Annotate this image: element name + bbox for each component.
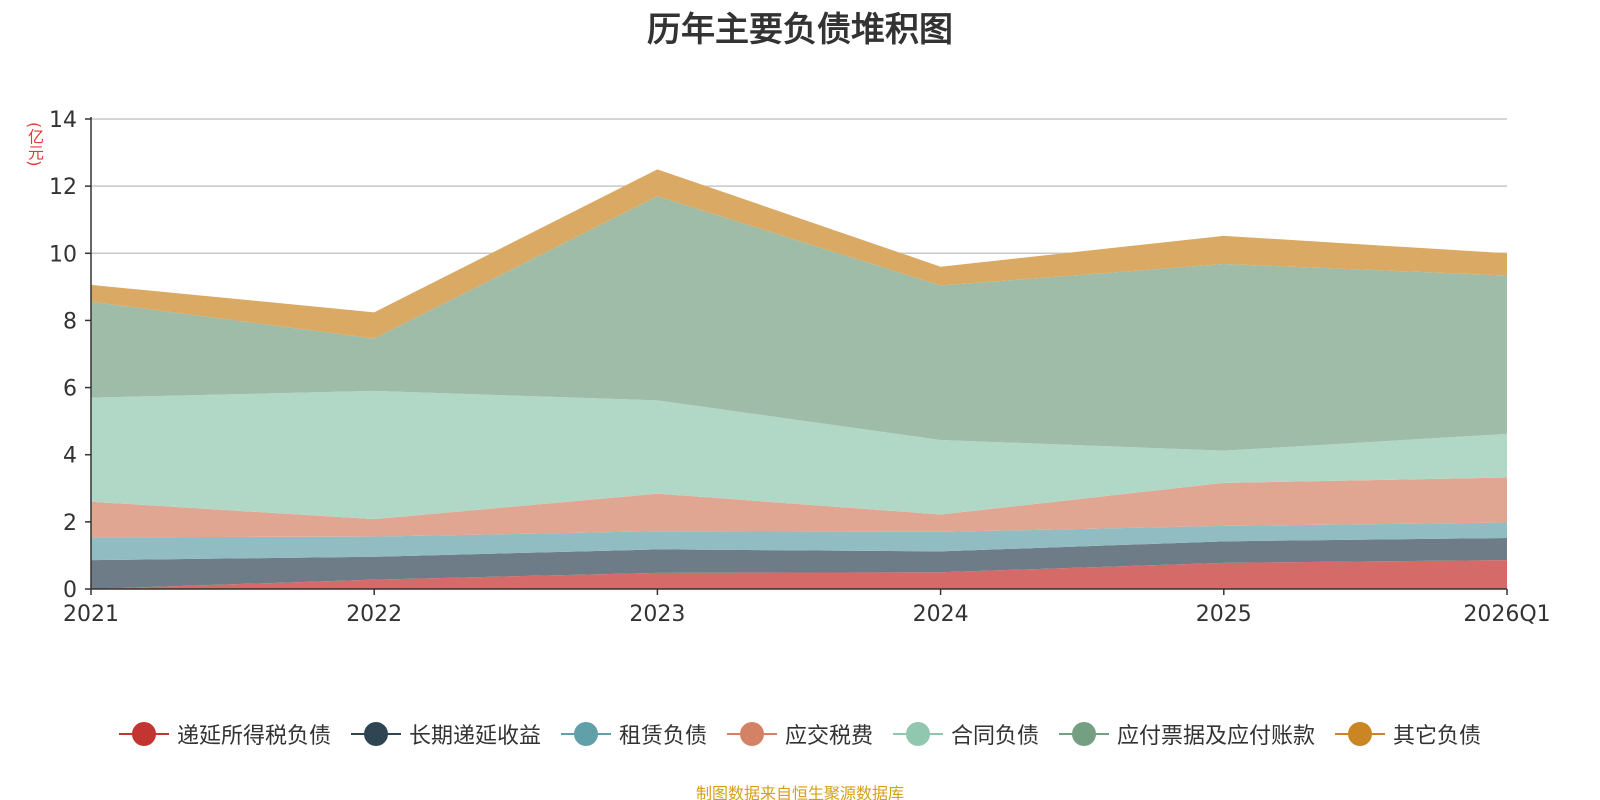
x-tick-label: 2024 bbox=[913, 602, 969, 627]
y-tick-label: 8 bbox=[63, 309, 77, 334]
legend-label: 合同负债 bbox=[951, 724, 1040, 749]
area-series-5 bbox=[91, 196, 1507, 451]
legend-item-6[interactable]: 其它负债 bbox=[1335, 718, 1481, 750]
legend-item-2[interactable]: 租赁负债 bbox=[560, 718, 707, 750]
legend-marker-icon bbox=[893, 721, 943, 747]
x-tick-label: 2022 bbox=[346, 602, 402, 627]
legend-label: 应交税费 bbox=[784, 724, 873, 749]
area-series-2 bbox=[91, 522, 1507, 561]
x-tick-label: 2025 bbox=[1196, 602, 1252, 627]
y-tick-label: 6 bbox=[63, 377, 77, 402]
source-note: 制图数据来自恒生聚源数据库 bbox=[695, 784, 904, 800]
area-series-4 bbox=[91, 390, 1507, 520]
x-tick-label: 2026Q1 bbox=[1463, 602, 1550, 627]
legend-marker-icon bbox=[726, 721, 777, 747]
y-tick-label: 4 bbox=[63, 444, 77, 469]
y-tick-label: 10 bbox=[49, 242, 77, 267]
legend-marker-icon bbox=[1059, 721, 1110, 747]
area-series-0 bbox=[91, 560, 1507, 589]
x-tick-label: 2021 bbox=[63, 602, 119, 627]
chart-legend: 递延所得税负债 长期递延收益 租赁负债 应交税费 合同负债 应付票据及应付账款 其它负债 bbox=[0, 718, 1600, 750]
legend-item-1[interactable]: 长期递延收益 bbox=[350, 718, 541, 750]
legend-label: 递延所得税负债 bbox=[176, 724, 331, 749]
y-tick-label: 12 bbox=[49, 175, 77, 200]
legend-item-4[interactable]: 合同负债 bbox=[893, 718, 1039, 750]
chart-plot-area: 0 2 4 6 8 10 12 14 2021 2022 2023 2024 2025 2026Q1 bbox=[49, 108, 1551, 627]
legend-label: 租赁负债 bbox=[618, 724, 707, 749]
y-tick-label: 0 bbox=[63, 578, 77, 603]
legend-item-3[interactable]: 应交税费 bbox=[726, 718, 873, 750]
legend-label: 应付票据及应付账款 bbox=[1117, 724, 1316, 749]
area-series-3 bbox=[91, 477, 1507, 538]
legend-marker-icon bbox=[350, 721, 401, 747]
y-tick-label: 2 bbox=[63, 511, 77, 536]
y-axis-unit-label: (亿元) bbox=[25, 122, 44, 167]
area-series-6 bbox=[91, 169, 1507, 339]
y-tick-label: 14 bbox=[49, 108, 77, 133]
legend-marker-icon bbox=[1335, 721, 1386, 747]
legend-label: 长期递延收益 bbox=[408, 724, 541, 749]
legend-item-5[interactable]: 应付票据及应付账款 bbox=[1059, 718, 1315, 750]
area-series-1 bbox=[91, 537, 1507, 589]
legend-marker-icon bbox=[118, 721, 169, 747]
x-tick-label: 2023 bbox=[629, 602, 685, 627]
legend-label: 其它负债 bbox=[1393, 724, 1482, 749]
legend-marker-icon bbox=[560, 721, 611, 747]
axes: 0 2 4 6 8 10 12 14 2021 2022 2023 2024 2025 2026Q1 bbox=[49, 108, 1551, 627]
chart-title: 历年主要负债堆积图 bbox=[647, 10, 953, 50]
stacked-areas bbox=[91, 169, 1507, 589]
legend-item-0[interactable]: 递延所得税负债 bbox=[118, 718, 331, 750]
